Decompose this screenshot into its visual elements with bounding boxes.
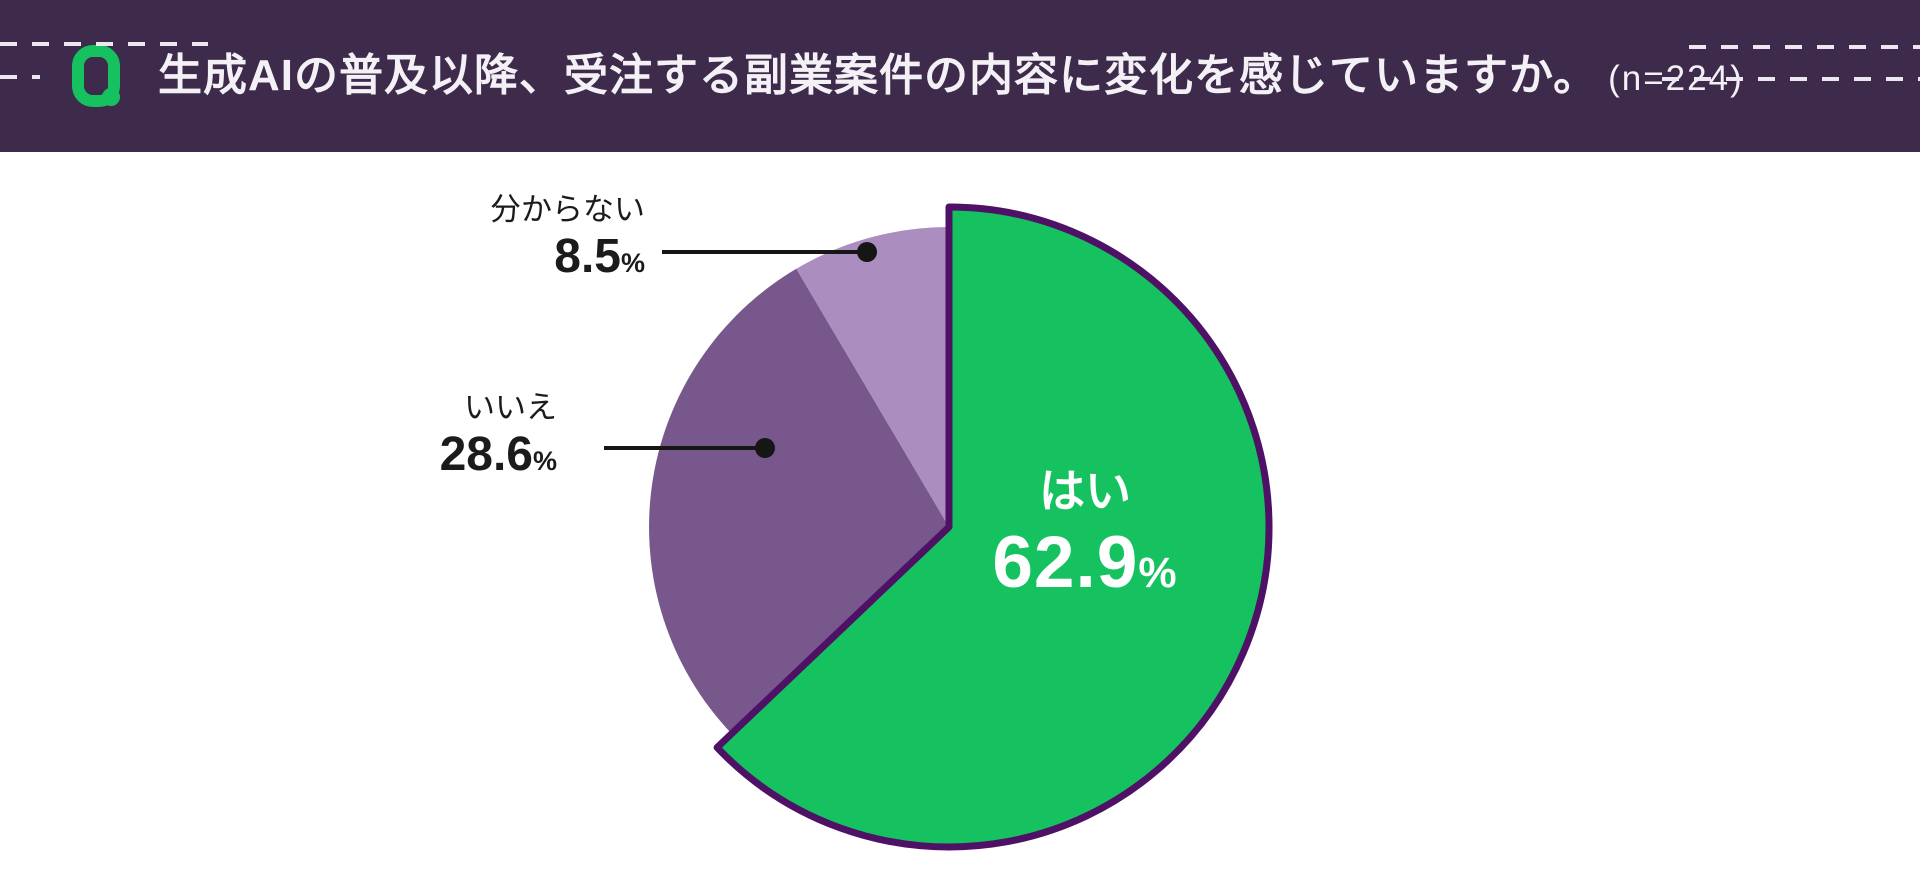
pie-label-no: いいえ 28.6% xyxy=(257,390,557,479)
chart-title: 生成AIの普及以降、受注する副業案件の内容に変化を感じていますか。 xyxy=(158,50,1599,100)
pie-label-unknown: 分からない 8.5% xyxy=(345,192,645,281)
brand-q-logo-icon xyxy=(72,45,120,107)
pie-slice-no xyxy=(649,268,949,734)
slice-value-unknown: 8.5% xyxy=(345,229,645,283)
slice-value-number-unknown: 8.5 xyxy=(554,229,621,283)
slice-name-unknown: 分からない xyxy=(490,192,645,227)
pie-slice-yes xyxy=(713,203,1273,851)
dashed-line-decoration xyxy=(0,75,40,79)
slice-name-yes: はい xyxy=(1039,465,1131,517)
dashed-line-decoration xyxy=(1662,77,1920,81)
callout-dot-unknown xyxy=(857,242,877,262)
pie-slice-unknown xyxy=(796,227,949,527)
slice-value-number-no: 28.6 xyxy=(439,427,533,481)
slice-value-unit-unknown: % xyxy=(620,247,645,278)
slice-value-number-yes: 62.9 xyxy=(992,521,1139,603)
slice-value-yes: 62.9% xyxy=(935,521,1235,603)
dashed-line-decoration xyxy=(0,42,208,46)
header-title-wrap: 生成AIの普及以降、受注する副業案件の内容に変化を感じていますか。 (n=224… xyxy=(158,50,1744,100)
slice-value-unit-yes: % xyxy=(1138,548,1178,597)
slice-value-no: 28.6% xyxy=(257,427,557,481)
callout-dot-no xyxy=(755,438,775,458)
dashed-line-decoration xyxy=(1689,45,1920,49)
pie-label-yes: はい 62.9% xyxy=(935,466,1235,601)
slice-name-no: いいえ xyxy=(464,390,557,425)
slice-value-unit-no: % xyxy=(532,445,557,476)
header-band: 生成AIの普及以降、受注する副業案件の内容に変化を感じていますか。 (n=224… xyxy=(0,0,1920,152)
